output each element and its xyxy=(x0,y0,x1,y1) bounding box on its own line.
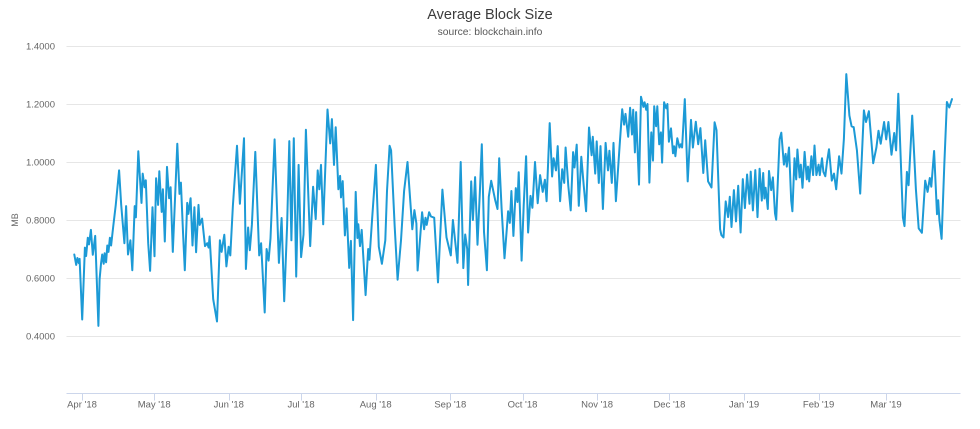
svg-text:Jan '19: Jan '19 xyxy=(729,400,759,411)
svg-text:Average Block Size: Average Block Size xyxy=(427,7,552,23)
svg-text:source: blockchain.info: source: blockchain.info xyxy=(438,27,543,38)
svg-text:0.4000: 0.4000 xyxy=(26,332,55,343)
svg-text:May '18: May '18 xyxy=(138,400,171,411)
svg-text:Nov '18: Nov '18 xyxy=(581,400,613,411)
svg-text:0.8000: 0.8000 xyxy=(26,216,55,227)
svg-text:Apr '18: Apr '18 xyxy=(67,400,97,411)
svg-text:MB: MB xyxy=(10,213,20,227)
svg-text:1.4000: 1.4000 xyxy=(26,42,55,53)
svg-text:1.2000: 1.2000 xyxy=(26,100,55,111)
svg-text:Jul '18: Jul '18 xyxy=(288,400,315,411)
svg-text:Aug '18: Aug '18 xyxy=(360,400,392,411)
svg-text:Mar '19: Mar '19 xyxy=(870,400,901,411)
svg-text:Oct '18: Oct '18 xyxy=(508,400,538,411)
svg-text:Jun '18: Jun '18 xyxy=(214,400,244,411)
svg-text:Sep '18: Sep '18 xyxy=(434,400,466,411)
svg-text:Dec '18: Dec '18 xyxy=(653,400,685,411)
svg-text:0.6000: 0.6000 xyxy=(26,274,55,285)
svg-text:Feb '19: Feb '19 xyxy=(803,400,834,411)
svg-text:1.0000: 1.0000 xyxy=(26,158,55,169)
